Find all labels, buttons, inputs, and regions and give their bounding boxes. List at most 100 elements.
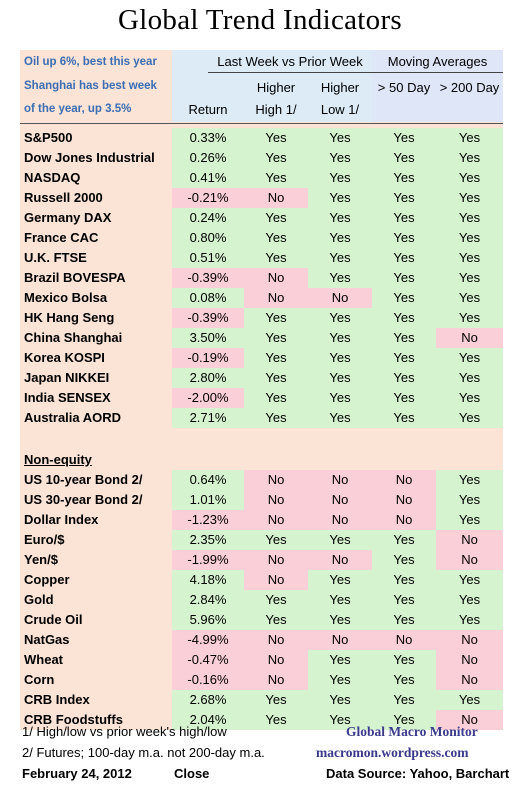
ma50-cell: No [372, 490, 436, 510]
row-name: NatGas [20, 630, 172, 650]
higher-low-cell: Yes [308, 268, 372, 288]
ma50-cell: Yes [372, 268, 436, 288]
row-name: Japan NIKKEI [20, 368, 172, 388]
table-row: U.K. FTSE 0.51% Yes Yes Yes Yes [20, 248, 503, 268]
group-week-underline [208, 72, 372, 73]
higher-high-cell: Yes [244, 610, 308, 630]
higher-high-cell: Yes [244, 408, 308, 428]
row-name: Brazil BOVESPA [20, 268, 172, 288]
ma200-cell: No [436, 550, 503, 570]
higher-high-cell: Yes [244, 168, 308, 188]
table-row: India SENSEX -2.00% Yes Yes Yes Yes [20, 388, 503, 408]
row-name: Australia AORD [20, 408, 172, 428]
row-name: Euro/$ [20, 530, 172, 550]
ma50-cell: Yes [372, 530, 436, 550]
ma50-cell: No [372, 630, 436, 650]
return-cell: 2.80% [172, 368, 244, 388]
row-name: Russell 2000 [20, 188, 172, 208]
table-row: Gold 2.84% Yes Yes Yes Yes [20, 590, 503, 610]
table-row: Dow Jones Industrial 0.26% Yes Yes Yes Yes [20, 148, 503, 168]
ma50-cell: Yes [372, 308, 436, 328]
nonequity-rows: US 10-year Bond 2/0.64% No No No Yes US 30-ye… [20, 470, 503, 730]
ma200-cell: No [436, 530, 503, 550]
col-ma50: > 50 Day [377, 80, 431, 95]
higher-high-cell: Yes [244, 308, 308, 328]
row-name: Wheat [20, 650, 172, 670]
higher-low-cell: No [308, 288, 372, 308]
table-row: Copper 4.18% No Yes Yes Yes [20, 570, 503, 590]
table-row: NASDAQ 0.41% Yes Yes Yes Yes [20, 168, 503, 188]
ma200-cell: No [436, 328, 503, 348]
higher-low-cell: Yes [308, 188, 372, 208]
row-name: Yen/$ [20, 550, 172, 570]
row-name: Korea KOSPI [20, 348, 172, 368]
higher-low-cell: Yes [308, 670, 372, 690]
header-ma-group [372, 50, 503, 122]
ma50-cell: Yes [372, 228, 436, 248]
higher-high-cell: No [244, 670, 308, 690]
ma50-cell: Yes [372, 650, 436, 670]
row-name: Dollar Index [20, 510, 172, 530]
higher-low-cell: Yes [308, 228, 372, 248]
ma200-cell: No [436, 670, 503, 690]
higher-low-cell: Yes [308, 690, 372, 710]
footnote-1: 1/ High/low vs prior week's high/low [22, 724, 227, 739]
brand-site: macromon.wordpress.com [316, 745, 469, 760]
section-gap [20, 428, 503, 450]
return-cell: 1.01% [172, 490, 244, 510]
row-name: HK Hang Seng [20, 308, 172, 328]
ma50-cell: Yes [372, 550, 436, 570]
table-row: Germany DAX 0.24% Yes Yes Yes Yes [20, 208, 503, 228]
footnote-2: 2/ Futures; 100-day m.a. not 200-day m.a… [22, 745, 265, 760]
ma200-cell: Yes [436, 188, 503, 208]
ma200-cell: No [436, 710, 503, 730]
row-name: Crude Oil [20, 610, 172, 630]
return-cell: 3.50% [172, 328, 244, 348]
ma50-cell: Yes [372, 710, 436, 730]
ma50-cell: Yes [372, 610, 436, 630]
table-row: CRB Index 2.68% Yes Yes Yes Yes [20, 690, 503, 710]
higher-low-cell: Yes [308, 308, 372, 328]
col-higher-high-bottom: High 1/ [255, 102, 297, 117]
row-name: China Shanghai [20, 328, 172, 348]
row-name: CRB Foodstuffs [20, 710, 172, 730]
ma200-cell: Yes [436, 268, 503, 288]
table-row: Dollar Index -1.23% No No No Yes [20, 510, 503, 530]
return-cell: 0.26% [172, 148, 244, 168]
close-label: Close [174, 766, 210, 781]
col-ma200: > 200 Day [439, 80, 500, 95]
ma50-cell: Yes [372, 128, 436, 148]
col-return: Return [188, 102, 228, 117]
higher-low-cell: Yes [308, 388, 372, 408]
higher-low-cell: No [308, 470, 372, 490]
table-row: France CAC 0.80% Yes Yes Yes Yes [20, 228, 503, 248]
report-date: February 24, 2012 [22, 766, 132, 781]
return-cell: 0.33% [172, 128, 244, 148]
section-header: Non-equity [20, 450, 503, 470]
ma200-cell: Yes [436, 590, 503, 610]
note-line-2: Shanghai has best week [24, 80, 157, 92]
table-row: HK Hang Seng -0.39% Yes Yes Yes Yes [20, 308, 503, 328]
table-row: China Shanghai 3.50% Yes Yes Yes No [20, 328, 503, 348]
higher-low-cell: No [308, 490, 372, 510]
ma50-cell: No [372, 510, 436, 530]
ma200-cell: Yes [436, 388, 503, 408]
row-name: US 30-year Bond 2/ [20, 490, 172, 510]
higher-high-cell: No [244, 550, 308, 570]
ma50-cell: Yes [372, 168, 436, 188]
ma50-cell: Yes [372, 690, 436, 710]
row-name: Mexico Bolsa [20, 288, 172, 308]
higher-low-cell: Yes [308, 610, 372, 630]
table-row: US 10-year Bond 2/0.64% No No No Yes [20, 470, 503, 490]
ma200-cell: Yes [436, 348, 503, 368]
return-cell: 2.35% [172, 530, 244, 550]
higher-low-cell: Yes [308, 148, 372, 168]
higher-high-cell: Yes [244, 228, 308, 248]
return-cell: 0.51% [172, 248, 244, 268]
ma50-cell: Yes [372, 148, 436, 168]
return-cell: 2.04% [172, 710, 244, 730]
row-name: Dow Jones Industrial [20, 148, 172, 168]
row-name: S&P500 [20, 128, 172, 148]
higher-high-cell: Yes [244, 348, 308, 368]
row-name: India SENSEX [20, 388, 172, 408]
